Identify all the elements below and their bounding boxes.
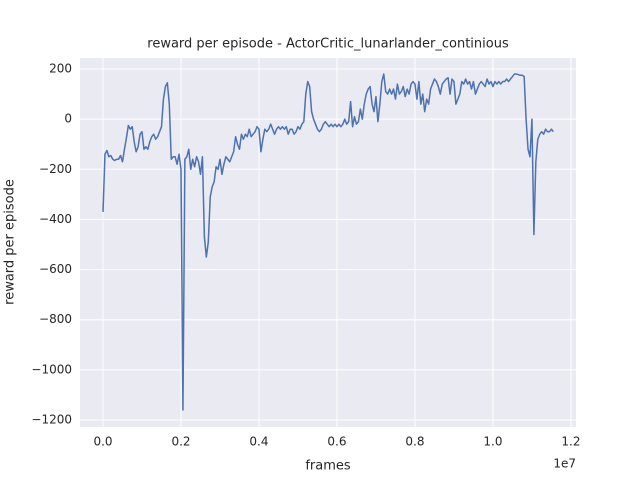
- x-tick-label: 0.2: [171, 435, 190, 449]
- x-tick-label: 0.8: [405, 435, 424, 449]
- x-tick-label: 0.4: [249, 435, 268, 449]
- x-tick-label: 1.2: [561, 435, 580, 449]
- data-line: [102, 73, 554, 411]
- x-axis-label: frames: [305, 459, 351, 474]
- y-tick-label: −800: [39, 312, 72, 326]
- y-axis-label: reward per episode: [3, 179, 18, 305]
- y-tick-label: 0: [64, 112, 72, 126]
- plot-area: [80, 58, 576, 427]
- y-tick-label: −600: [39, 262, 72, 276]
- x-tick-label: 0.0: [93, 435, 112, 449]
- y-tick-label: −200: [39, 162, 72, 176]
- x-tick-label: 1.0: [483, 435, 502, 449]
- y-tick-label: −1000: [31, 362, 72, 376]
- y-tick-label: −400: [39, 212, 72, 226]
- chart-title: reward per episode - ActorCritic_lunarla…: [147, 37, 509, 52]
- x-tick-label: 0.6: [327, 435, 346, 449]
- x-offset-label: 1e7: [553, 457, 576, 471]
- y-tick-label: −1200: [31, 412, 72, 426]
- y-tick-label: 200: [49, 62, 72, 76]
